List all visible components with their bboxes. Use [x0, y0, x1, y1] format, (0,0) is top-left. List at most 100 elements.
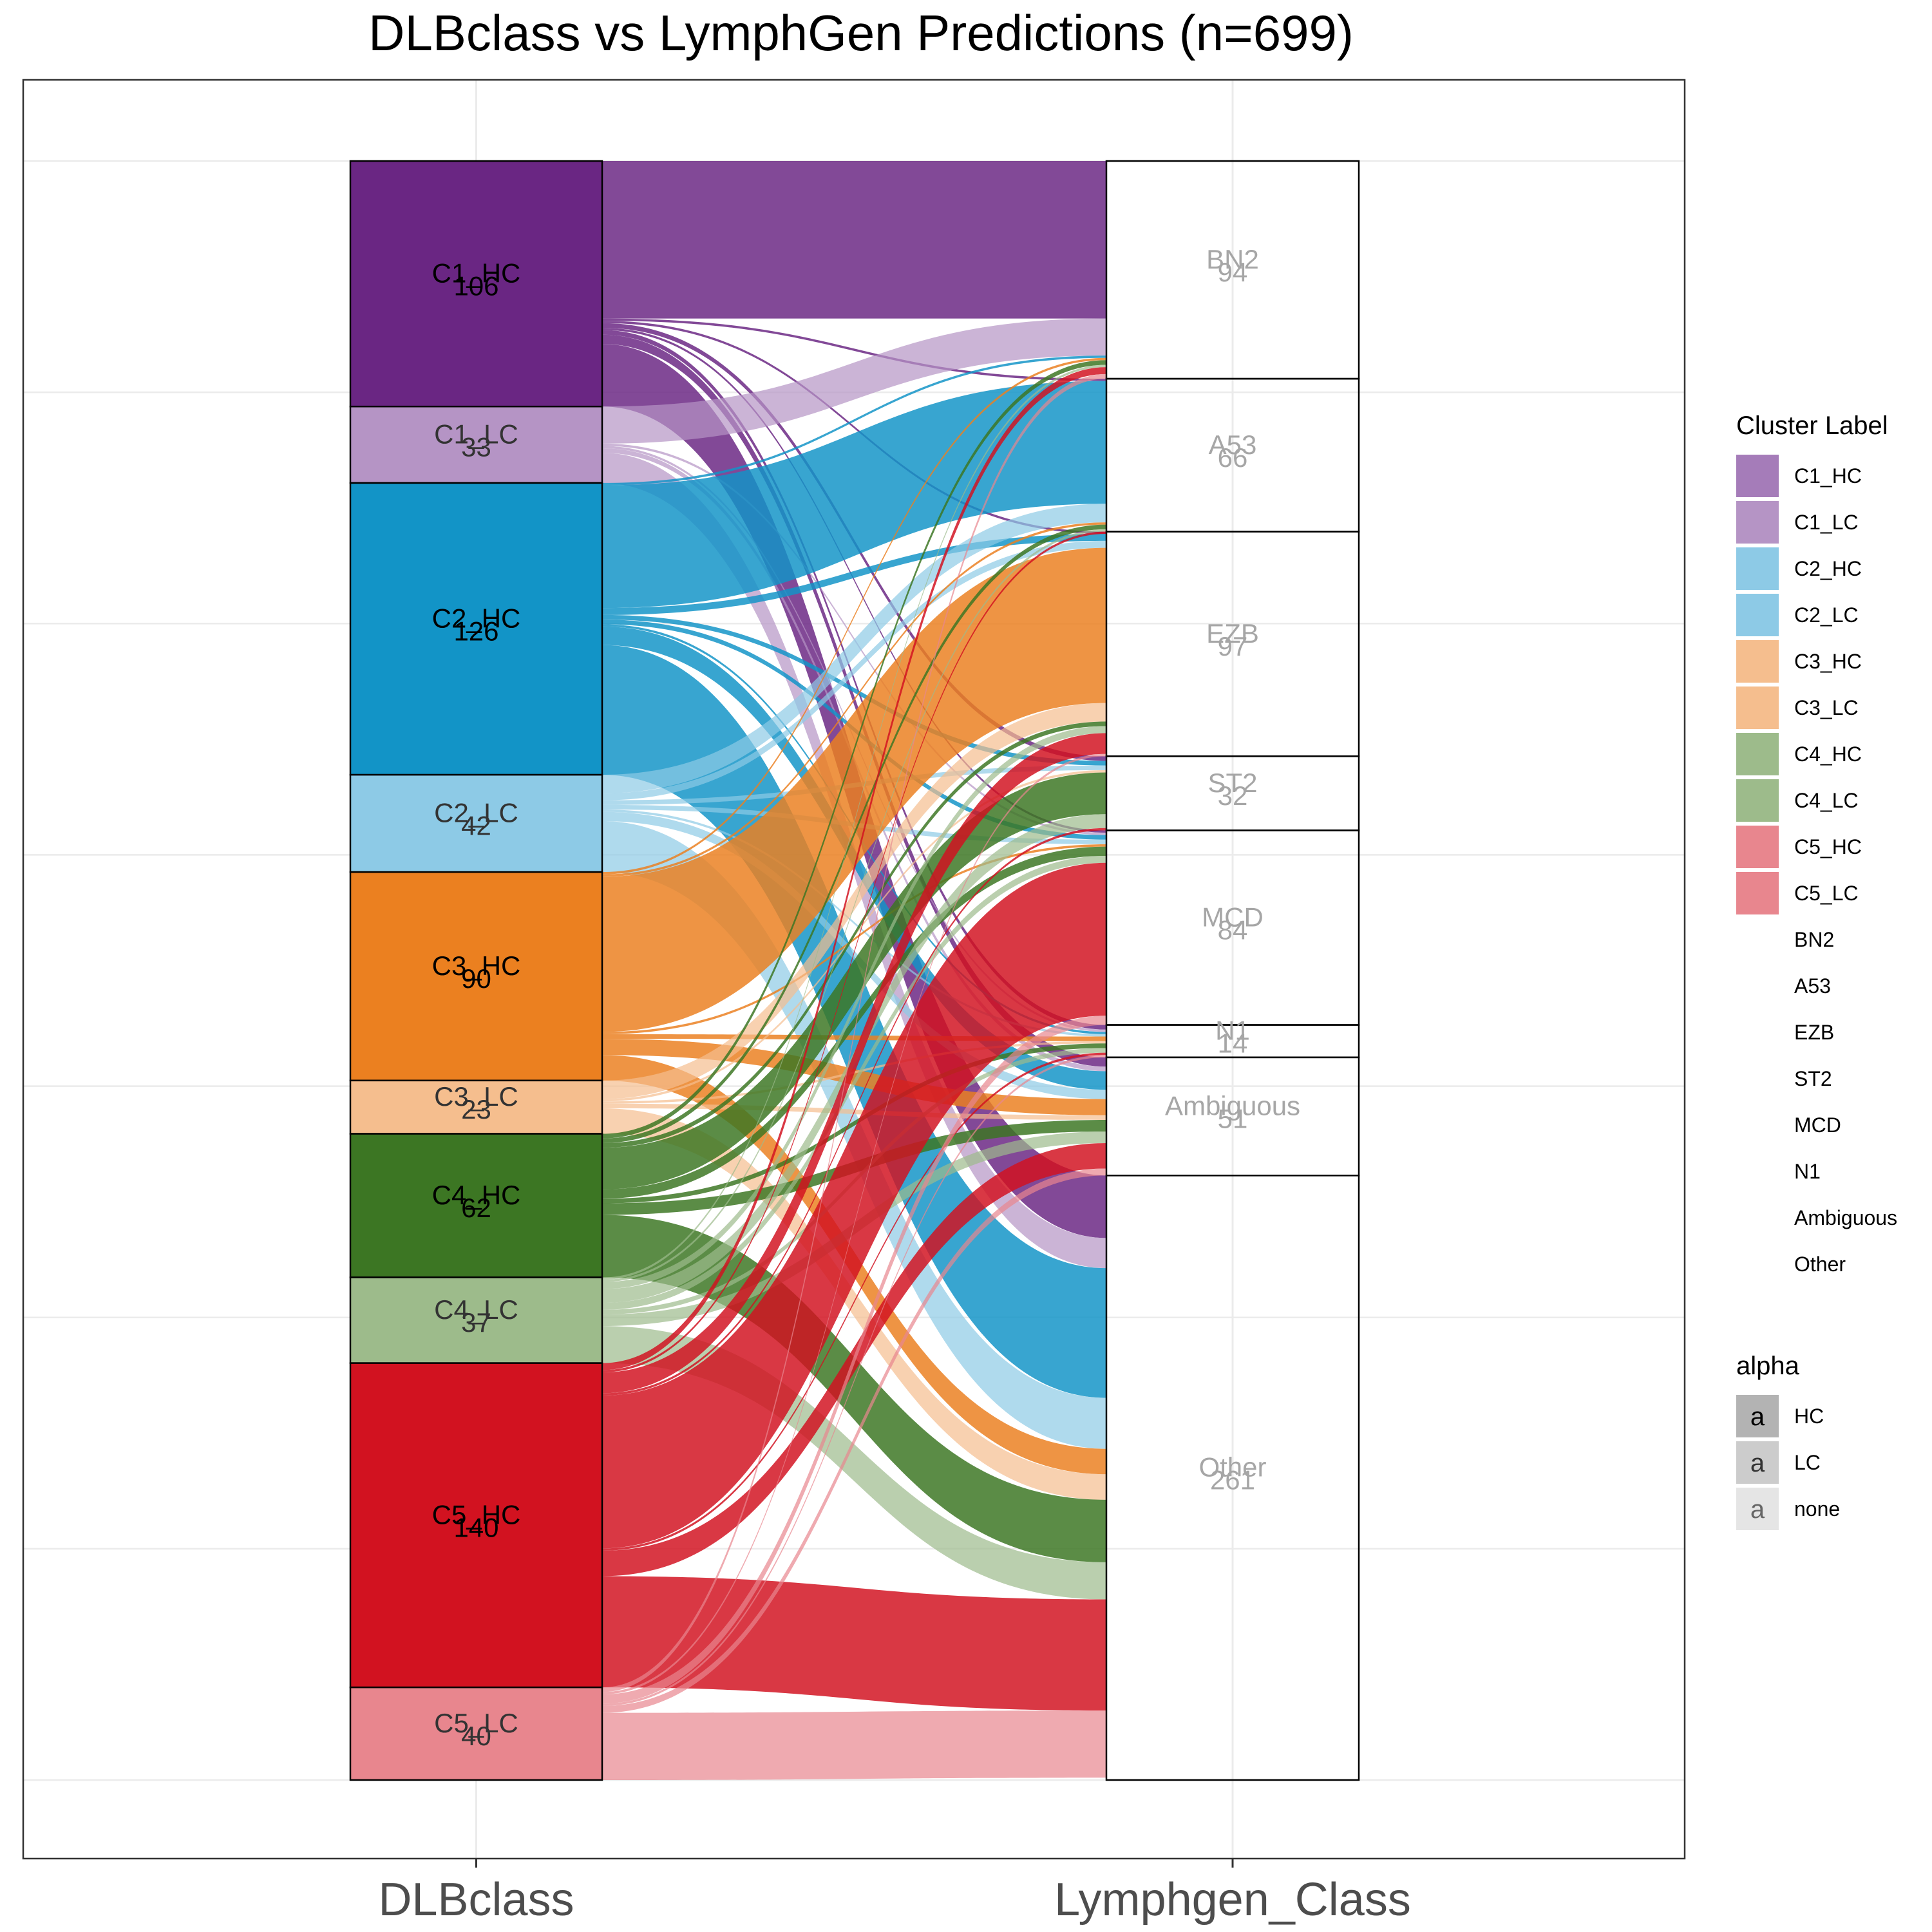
- stratum-c2-hc: [349, 482, 603, 776]
- stratum-count-n1: 14: [1218, 1028, 1248, 1059]
- flow-c2-hc-to-bn2: [602, 355, 1106, 486]
- flow-c1-lc-to-bn2: [602, 318, 1106, 444]
- legend-key-ezb: [1736, 1011, 1779, 1054]
- stratum-count-c5-lc: 40: [461, 1721, 491, 1751]
- x-axis: DLBclass Lymphgen_Class: [378, 1859, 1411, 1926]
- stratum-label-c3-hc: C3_HC: [432, 951, 521, 981]
- legend-label-ambiguous: Ambiguous: [1794, 1206, 1897, 1229]
- legend-key-glyph-lc: a: [1750, 1449, 1765, 1477]
- legend-key-c1-lc: [1736, 501, 1779, 544]
- legend-key-c2-lc: [1736, 594, 1779, 636]
- flow-c3-hc-to-a53: [602, 522, 1106, 877]
- stratum-label-c2-lc: C2_LC: [434, 798, 518, 828]
- stratum-label-bn2: BN2: [1206, 244, 1259, 274]
- stratum-c4-lc: [349, 1276, 603, 1364]
- stratum-label-c1-hc: C1_HC: [432, 258, 521, 289]
- flow-c2-hc-to-ezb: [602, 534, 1106, 615]
- legend-label-c1-hc: C1_HC: [1794, 464, 1862, 488]
- legend-key-mcd: [1736, 1104, 1779, 1146]
- flow-ribbons: [602, 161, 1106, 1780]
- flow-c3-lc-to-ezb: [602, 703, 1106, 1099]
- legend-label-mcd: MCD: [1794, 1113, 1841, 1137]
- flow-c5-lc-to-n1: [602, 1055, 1106, 1706]
- flow-c5-lc-to-ezb: [602, 753, 1106, 1694]
- flow-c5-hc-to-a53: [602, 531, 1106, 1373]
- flow-c4-hc-to-mcd: [602, 846, 1106, 1199]
- legend-label-bn2: BN2: [1794, 928, 1834, 951]
- stratum-count-ezb: 97: [1218, 631, 1248, 661]
- legend-label-c4-lc: C4_LC: [1794, 789, 1859, 812]
- legend-key-c4-lc: [1736, 779, 1779, 822]
- flow-c2-lc-to-ezb: [602, 540, 1106, 800]
- flow-c3-hc-to-bn2: [602, 357, 1106, 875]
- panel-border: [22, 79, 1686, 1860]
- flow-c1-hc-to-bn2: [602, 161, 1106, 319]
- flow-c5-hc-to-st2: [602, 828, 1106, 1396]
- stratum-count-mcd: 84: [1218, 914, 1248, 945]
- legend-key-st2: [1736, 1057, 1779, 1100]
- flow-c4-hc-to-bn2: [602, 360, 1106, 1139]
- legend-label-c2-hc: C2_HC: [1794, 557, 1862, 580]
- stratum-label-c1-lc: C1_LC: [434, 419, 518, 450]
- legend-title-cluster: Cluster Label: [1736, 412, 1888, 440]
- legend-label-ezb: EZB: [1794, 1021, 1834, 1044]
- stratum-label-c3-lc: C3_LC: [434, 1081, 518, 1112]
- stratum-label-mcd: MCD: [1202, 902, 1264, 932]
- legend-key-glyph-hc: a: [1750, 1403, 1765, 1431]
- flow-c2-lc-to-ambiguous: [602, 811, 1106, 1099]
- flow-c5-lc-to-bn2: [602, 374, 1106, 1692]
- flow-c1-hc-to-n1: [602, 330, 1106, 1030]
- flow-c4-lc-to-bn2: [602, 365, 1106, 1280]
- stratum-count-c3-hc: 90: [461, 963, 491, 994]
- flow-c3-lc-to-other: [602, 1108, 1106, 1500]
- legend-key-c2-hc: [1736, 547, 1779, 590]
- legend-key-c1-hc: [1736, 455, 1779, 497]
- legend-key-alpha-lc: [1736, 1441, 1779, 1484]
- legend-label-other: Other: [1794, 1253, 1846, 1276]
- stratum-c5-hc: [349, 1362, 603, 1689]
- stratum-label-ambiguous: Ambiguous: [1165, 1091, 1300, 1121]
- stratum-count-c4-lc: 37: [461, 1307, 491, 1338]
- stratum-count-st2: 32: [1218, 781, 1248, 811]
- stratum-count-c5-hc: 140: [453, 1512, 498, 1542]
- stratum-label-c4-lc: C4_LC: [434, 1294, 518, 1325]
- legend: Cluster Label C1_HC C1_LC C2_HC C2_LC C3_HC C3…: [1736, 412, 1897, 1530]
- stratum-label-n1: N1: [1215, 1016, 1250, 1046]
- stratum-label-c5-lc: C5_LC: [434, 1708, 518, 1738]
- legend-key-c3-lc: [1736, 687, 1779, 729]
- legend-label-c1-lc: C1_LC: [1794, 511, 1859, 534]
- legend-label-c5-hc: C5_HC: [1794, 835, 1862, 858]
- legend-key-c5-hc: [1736, 826, 1779, 868]
- stratum-count-c2-hc: 126: [453, 616, 498, 647]
- flow-c5-lc-to-other: [602, 1710, 1106, 1780]
- stratum-c1-lc: [349, 405, 603, 484]
- legend-key-n1: [1736, 1150, 1779, 1193]
- legend-label-alpha-none: none: [1794, 1497, 1840, 1520]
- stratum-count-c1-lc: 33: [461, 432, 491, 462]
- stratum-c3-lc: [349, 1079, 603, 1135]
- legend-label-n1: N1: [1794, 1160, 1821, 1183]
- legend-label-c3-hc: C3_HC: [1794, 650, 1862, 673]
- flow-c5-lc-to-ambiguous: [602, 1168, 1106, 1713]
- flow-c4-lc-to-a53: [602, 529, 1106, 1282]
- flow-c5-hc-to-mcd: [602, 862, 1106, 1549]
- flow-c5-hc-to-n1: [602, 1052, 1106, 1551]
- flow-c4-lc-to-ezb: [602, 726, 1106, 1289]
- stratum-label-c4-hc: C4_HC: [432, 1180, 521, 1210]
- flow-c4-hc-to-ezb: [602, 721, 1106, 1148]
- legend-key-other: [1736, 1243, 1779, 1285]
- flow-c2-lc-to-a53: [602, 504, 1106, 793]
- stratum-other: [1105, 1175, 1360, 1781]
- flow-c3-hc-to-ezb: [602, 547, 1106, 1032]
- legend-key-bn2: [1736, 918, 1779, 961]
- stratum-count-other: 261: [1210, 1465, 1255, 1495]
- legend-label-alpha-lc: LC: [1794, 1451, 1821, 1474]
- flow-c2-hc-to-a53: [602, 381, 1106, 609]
- legend-key-glyph-none: a: [1750, 1495, 1765, 1524]
- flow-c5-hc-to-other: [602, 1576, 1106, 1711]
- flow-c4-hc-to-st2: [602, 772, 1106, 1189]
- legend-key-c5-lc: [1736, 872, 1779, 914]
